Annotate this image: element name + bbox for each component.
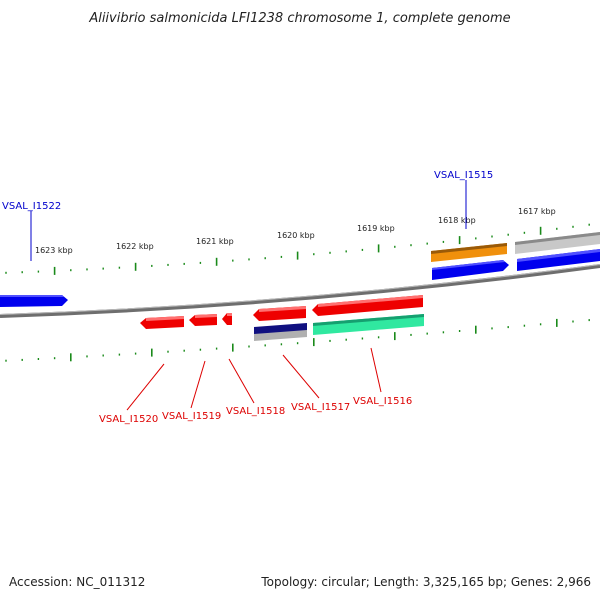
gene-arrow-shade	[0, 295, 64, 297]
gene-arrow-blue-2[interactable]	[432, 260, 509, 280]
gene-block-grey-top	[515, 232, 600, 245]
outer-tick-track	[5, 223, 590, 275]
gene-block-orange-top	[431, 243, 507, 254]
gene-label-VSAL_I1519[interactable]: VSAL_I1519	[162, 411, 221, 422]
gene-navy-1[interactable]	[254, 323, 307, 341]
gene-arrow-shade	[517, 249, 600, 262]
chromosome-backbone-highlight	[0, 264, 600, 315]
gene-arrow-shade	[259, 306, 306, 312]
gene-green-1[interactable]	[313, 314, 424, 335]
gene-arrow-VSAL_I1522[interactable]	[0, 295, 68, 307]
gene-block-green-top	[313, 314, 424, 326]
kbp-label-1620: 1620 kbp	[277, 231, 315, 240]
leader-line-VSAL_I1520	[126, 363, 165, 411]
gene-arrow-shade	[432, 260, 505, 270]
accession-text: Accession: NC_011312	[9, 575, 145, 589]
gene-VSAL_I1519[interactable]	[189, 314, 217, 326]
leader-line-VSAL_I1519	[190, 360, 206, 409]
gene-VSAL_I1522[interactable]	[0, 295, 68, 307]
gene-label-VSAL_I1517[interactable]: VSAL_I1517	[291, 402, 350, 413]
gene-blue-2[interactable]	[432, 260, 509, 280]
gene-arrow-shade	[227, 313, 232, 316]
reverse-label-lines	[126, 347, 382, 411]
reverse-genes	[140, 295, 424, 341]
kbp-label-1622: 1622 kbp	[116, 242, 154, 251]
kbp-label-1621: 1621 kbp	[196, 237, 234, 246]
genome-summary-text: Topology: circular; Length: 3,325,165 bp…	[260, 575, 591, 589]
kbp-label-1623: 1623 kbp	[35, 246, 73, 255]
gene-label-VSAL_I1516[interactable]: VSAL_I1516	[353, 396, 412, 407]
kbp-label-1617: 1617 kbp	[518, 207, 556, 216]
map-title: Aliivibrio salmonicida LFI1238 chromosom…	[88, 11, 510, 26]
chromosome-backbone	[0, 264, 600, 318]
gene-label-VSAL_I1515[interactable]: VSAL_I1515	[434, 170, 493, 181]
reverse-gene-labels: VSAL_I1520 VSAL_I1519 VSAL_I1518 VSAL_I1…	[99, 396, 412, 425]
gene-orange-1[interactable]	[431, 243, 507, 262]
gene-block-navy-bottom	[254, 330, 307, 341]
kbp-label-1619: 1619 kbp	[357, 224, 395, 233]
kbp-label-1618: 1618 kbp	[438, 216, 476, 225]
forward-label-lines	[30, 180, 467, 261]
gene-label-VSAL_I1518[interactable]: VSAL_I1518	[226, 406, 285, 417]
gene-arrow-shade	[318, 295, 423, 307]
gene-blue-3[interactable]	[517, 249, 600, 271]
leader-line-VSAL_I1517	[282, 354, 320, 399]
gene-arrow-shade	[195, 314, 217, 318]
inner-tick-track	[5, 318, 590, 362]
kbp-labels: 1623 kbp 1622 kbp 1621 kbp 1620 kbp 1619…	[35, 207, 556, 255]
leader-line-VSAL_I1516	[370, 347, 382, 393]
gene-VSAL_I1518[interactable]	[222, 313, 232, 325]
gene-label-VSAL_I1522[interactable]: VSAL_I1522	[2, 201, 61, 212]
forward-gene-labels: VSAL_I1522 VSAL_I1515	[2, 170, 493, 212]
gene-VSAL_I1520[interactable]	[140, 316, 184, 329]
gene-arrow-shade	[146, 316, 184, 321]
gene-grey-1[interactable]	[515, 232, 600, 254]
forward-genes	[0, 232, 600, 307]
leader-line-VSAL_I1518	[228, 358, 255, 404]
gene-VSAL_I1517[interactable]	[253, 306, 306, 321]
gene-VSAL_I1516[interactable]	[312, 295, 423, 316]
gene-label-VSAL_I1520[interactable]: VSAL_I1520	[99, 414, 158, 425]
